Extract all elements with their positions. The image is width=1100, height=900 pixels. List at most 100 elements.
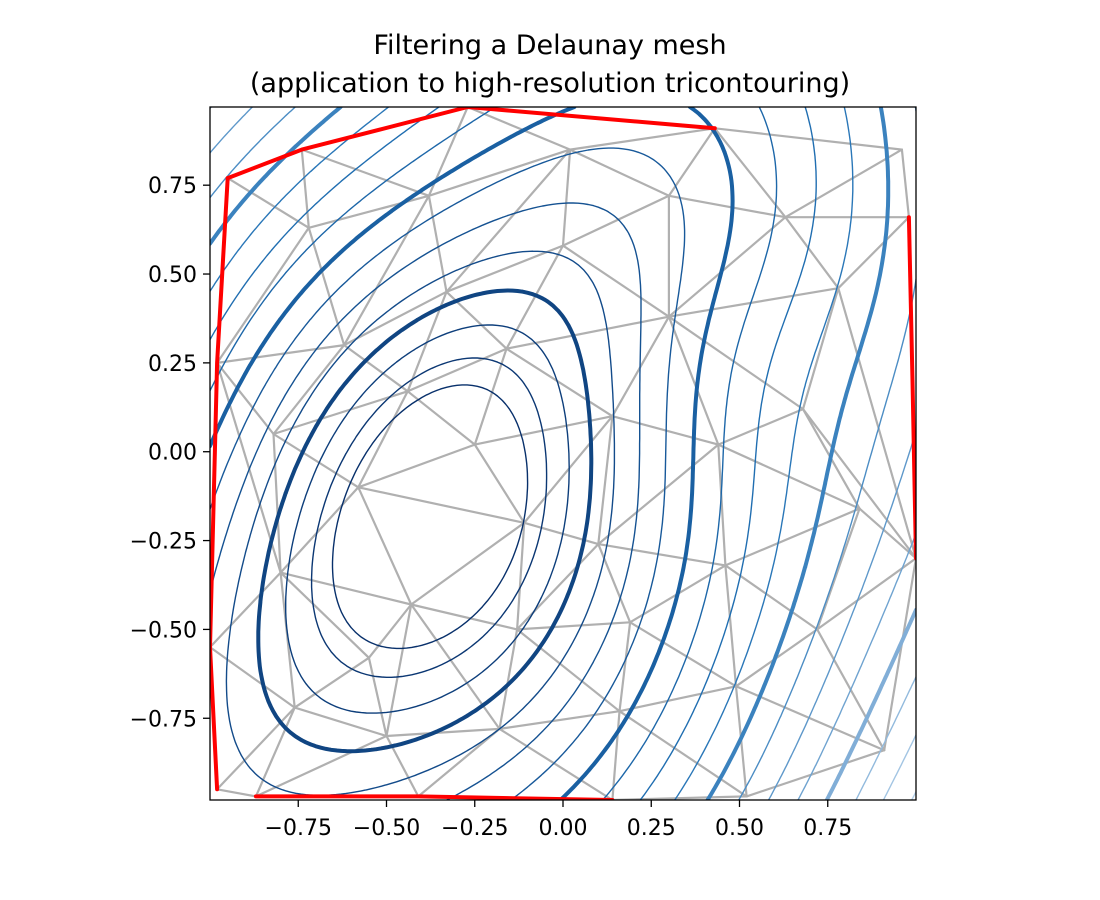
mesh-edge (505, 315, 671, 350)
mesh-edge (343, 344, 409, 393)
contour-line (285, 324, 570, 714)
mesh-edge (816, 557, 916, 631)
mesh-edge (858, 507, 916, 560)
mesh-edge (883, 557, 916, 752)
mesh-edge (385, 603, 413, 738)
y-tick-label: 0.50 (148, 263, 197, 288)
x-tick-label: −0.25 (441, 816, 508, 841)
contour-line (331, 384, 529, 650)
mesh-edge (561, 148, 572, 247)
mesh-edge (561, 244, 671, 318)
mesh-edge (307, 194, 430, 229)
mesh-edge (272, 344, 346, 436)
mesh-edge (515, 628, 621, 713)
mesh-edge (216, 361, 275, 436)
x-tick-label: 0.75 (803, 816, 852, 841)
mesh-edge (801, 408, 916, 560)
mesh-edge (406, 390, 476, 446)
mesh-edge (293, 656, 370, 709)
contour-line (210, 107, 916, 800)
mesh-edge (357, 390, 409, 489)
mesh-edge (837, 287, 916, 560)
mesh-edge (343, 290, 448, 347)
mesh-edge (724, 564, 738, 688)
contour-line (210, 107, 854, 800)
contour-line (210, 107, 916, 800)
mesh-edge (667, 194, 787, 219)
x-tick-label: −0.50 (353, 816, 420, 841)
masked-boundary (210, 176, 230, 792)
mesh-edge (597, 415, 614, 546)
mesh-edge (216, 226, 310, 364)
mesh-edge (445, 244, 565, 293)
mesh-edge (417, 727, 501, 798)
masked-boundary-layer (210, 107, 916, 800)
mesh-edge (300, 148, 430, 197)
mesh-edge (279, 571, 296, 709)
chart-title-line-1: Filtering a Delaunay mesh (373, 30, 727, 61)
mesh-edge (713, 127, 787, 219)
mesh-edge (667, 315, 720, 446)
contour-line (225, 250, 616, 796)
mesh-edge (226, 177, 310, 229)
mesh-edge (597, 542, 727, 567)
contour-line (210, 107, 891, 800)
mesh-edge (473, 347, 508, 446)
x-tick-label: 0.50 (715, 816, 764, 841)
mesh-edge (410, 603, 501, 731)
y-tick-label: −0.75 (130, 707, 197, 732)
mesh-edge (745, 749, 886, 798)
mesh-edge (515, 542, 600, 631)
mesh-edge (357, 443, 476, 489)
mesh-edge (597, 443, 720, 546)
mesh-edge (505, 244, 565, 350)
y-tick-label: 0.00 (148, 441, 197, 466)
mesh-edge (724, 507, 861, 567)
mesh-edge (272, 432, 282, 574)
mesh-edge (523, 415, 614, 524)
mesh-edge (272, 390, 409, 436)
mesh-edge (410, 521, 526, 606)
mesh-edge (427, 148, 572, 197)
mesh-edge (611, 415, 720, 446)
contour-line (210, 107, 735, 800)
y-tick-label: −0.25 (130, 530, 197, 555)
mesh-edge (254, 706, 296, 798)
contour-layer (210, 107, 916, 800)
mesh-edge (561, 194, 671, 247)
mesh-edge (568, 148, 671, 197)
mesh-edge (713, 127, 904, 151)
mesh-edge (900, 148, 911, 219)
contour-line (310, 357, 548, 678)
mesh-edge (357, 486, 413, 606)
mesh-edge (410, 603, 519, 631)
mesh-edge (717, 408, 805, 446)
mesh-edge (367, 656, 388, 738)
axes-frame (209, 106, 917, 801)
x-tick-label: −0.75 (265, 816, 332, 841)
mesh-edge (717, 443, 727, 567)
mesh-edge (300, 148, 310, 229)
mesh-edge (667, 315, 805, 411)
y-tick-label: 0.25 (148, 352, 197, 377)
mesh-edge (216, 788, 257, 798)
masked-boundary (225, 107, 717, 181)
contour-line (256, 288, 594, 754)
mesh-edge (628, 621, 738, 688)
mesh-edge (279, 571, 370, 659)
mesh-edge (618, 685, 738, 713)
x-tick-label: 0.00 (539, 816, 588, 841)
mesh-edge (385, 727, 501, 738)
contour-line (882, 734, 916, 800)
mesh-edge (597, 542, 632, 624)
plot-area (210, 107, 916, 800)
mesh-edge (505, 347, 614, 418)
mesh-edge (279, 571, 413, 606)
contour-line (210, 147, 686, 800)
mesh-edge (216, 344, 346, 364)
masked-boundary (906, 215, 916, 561)
mesh-edge (611, 710, 621, 800)
contour-line (210, 107, 817, 800)
